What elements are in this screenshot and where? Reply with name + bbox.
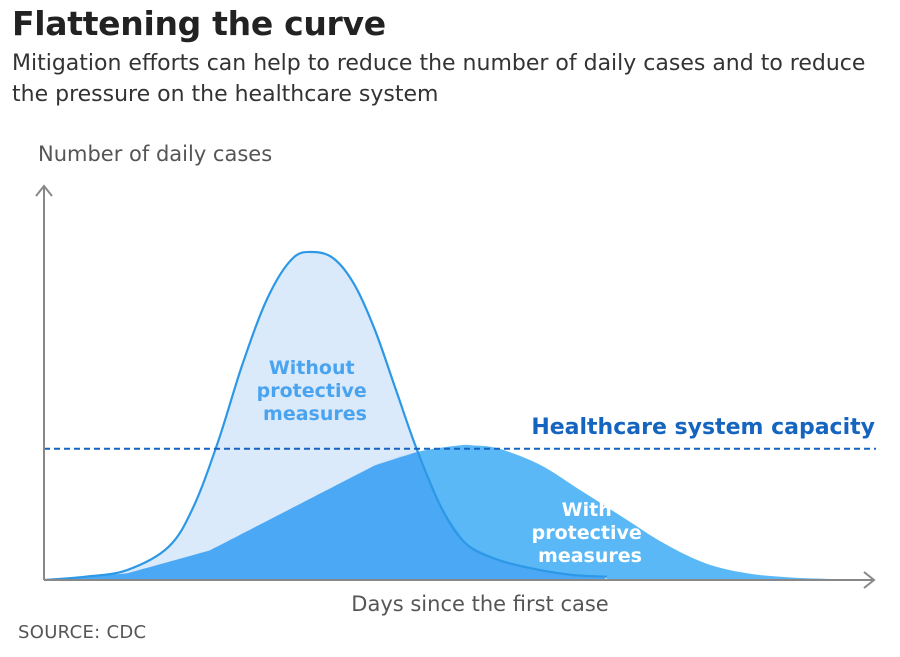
without-measures-label-line-2: protective (257, 380, 367, 402)
y-axis-arrow (35, 184, 53, 197)
y-axis-title: Number of daily cases (38, 142, 272, 166)
without-measures-area (44, 251, 607, 580)
x-axis-arrow (863, 571, 876, 589)
without-measures-label: Without protective measures (257, 357, 374, 425)
x-axis-title: Days since the first case (351, 592, 608, 616)
chart-subtitle: Mitigation efforts can help to reduce th… (12, 51, 866, 107)
chart-title: Flattening the curve (12, 4, 386, 43)
with-measures-label-line-3: measures (538, 545, 642, 567)
source-note: SOURCE: CDC (18, 622, 147, 643)
without-measures-label-line-3: measures (263, 403, 367, 425)
with-measures-label: With protective measures (532, 499, 649, 567)
without-measures-label-line-1: Without (269, 357, 355, 379)
overlap-area (44, 452, 607, 580)
capacity-label: Healthcare system capacity (531, 415, 875, 440)
with-measures-label-line-1: With (562, 499, 612, 521)
with-measures-label-line-2: protective (532, 522, 642, 544)
without-measures-line (43, 250, 608, 582)
